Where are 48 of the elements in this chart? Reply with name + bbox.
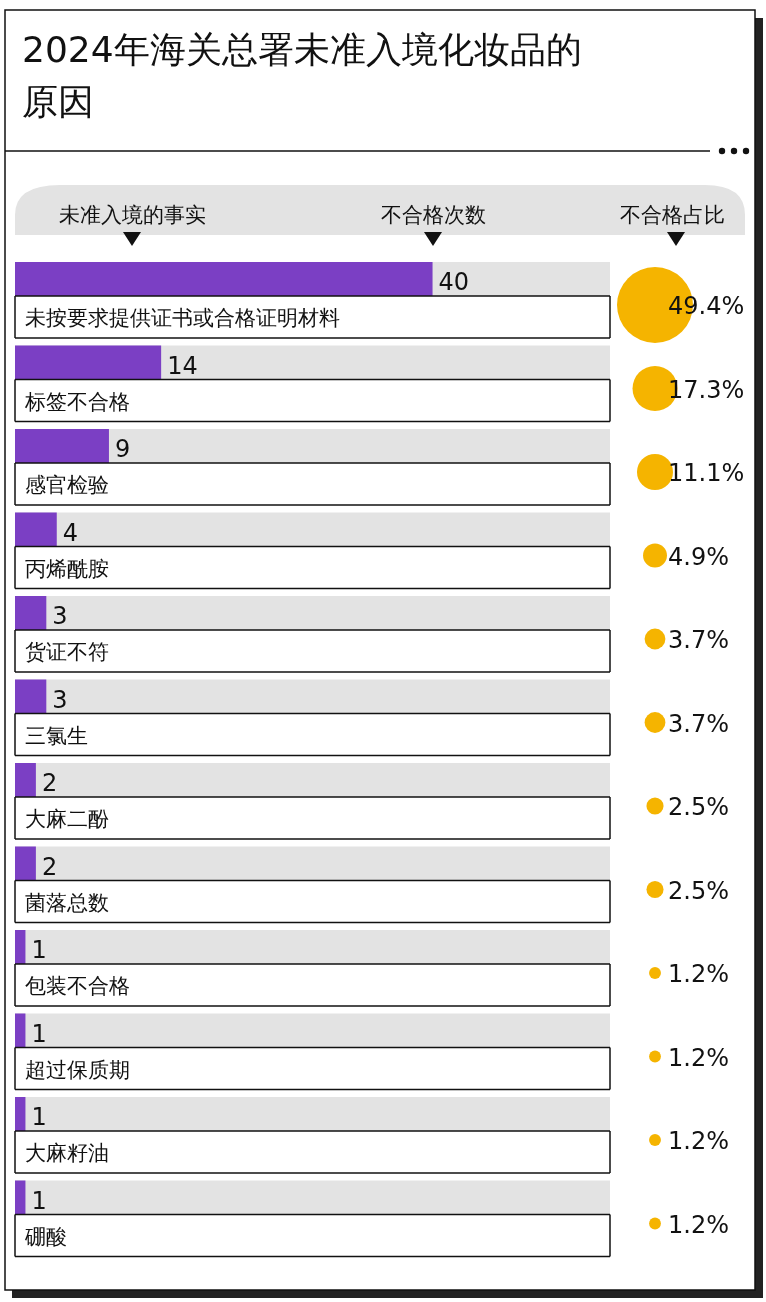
bar [15,930,26,964]
category-label: 未按要求提供证书或合格证明材料 [25,306,340,330]
data-label: 3 [52,685,68,714]
data-label: 2 [41,852,58,881]
data-label: 3.7% [668,709,729,738]
data-label: 1 [31,936,47,964]
data-label: 9 [114,435,131,463]
bar [15,512,57,547]
data-label: 2.5% [668,793,729,821]
bar [15,1097,26,1131]
bar [15,763,36,797]
data-label: 14 [167,351,198,380]
data-label: 1.2% [668,960,729,988]
category-label: 菌落总数 [25,890,109,915]
category-label: 丙烯酰胺 [25,556,109,581]
data-label: 1 [31,1019,47,1048]
category-label: 硼酸 [25,1224,67,1249]
bar [15,596,47,630]
data-label: 3 [52,602,68,630]
bar [15,1013,26,1048]
data-label: 1.2% [668,1127,729,1155]
category-label: 超过保质期 [25,1057,130,1082]
text: 不合格占比 [619,203,725,227]
data-label: 2 [41,769,58,797]
category-label: 三氯生 [25,723,88,748]
category-label: 标签不合格 [25,389,130,414]
bar [15,429,109,463]
data-label: 1.2% [668,1210,729,1239]
data-label: 2.5% [668,876,729,905]
data-label: 1.2% [668,1043,729,1072]
bar [15,345,162,380]
data-label: 1 [31,1186,47,1215]
data-label: 40 [438,268,470,296]
data-label: 3.7% [668,626,729,654]
category-label: 大麻籽油 [25,1141,109,1165]
chart-title: 2024年海关总署未准入境化妆品的原因 [22,29,582,122]
category-label: 大麻二酚 [25,807,109,831]
x-axis-title: 不合格次数 [380,203,486,227]
data-label: 1 [31,1103,47,1131]
category-label: 货证不符 [25,640,109,664]
bar [15,846,36,881]
bar [15,1180,26,1215]
category-label: 感官检验 [25,473,109,497]
bar [15,679,47,714]
y-axis-title: 未准入境的事实 [58,203,206,227]
category-label: 包装不合格 [25,974,130,998]
data-label: 4.9% [668,542,729,571]
data-label: 4 [62,518,79,547]
